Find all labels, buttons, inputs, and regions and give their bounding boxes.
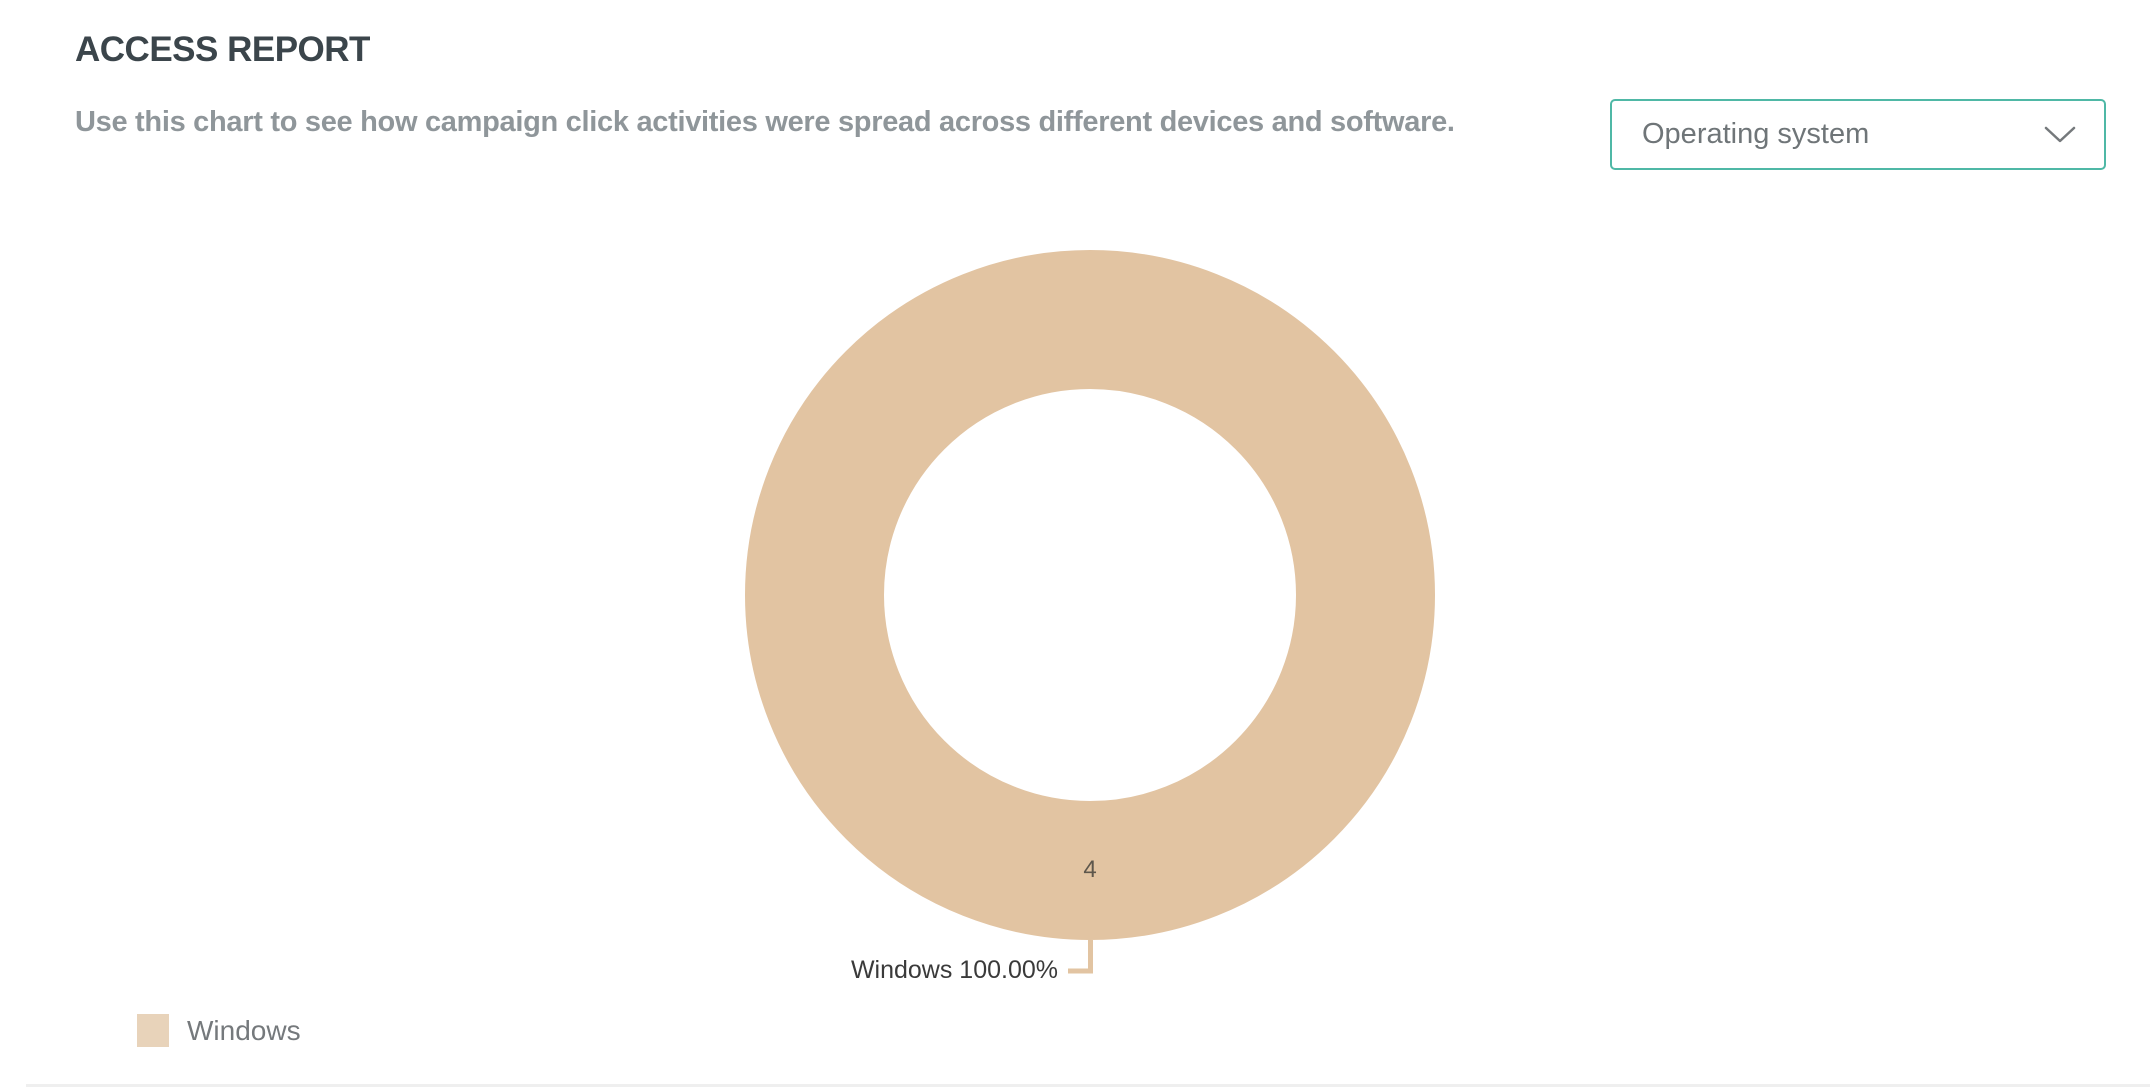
page-subtitle: Use this chart to see how campaign click… [75,106,1455,138]
slice-callout-label: Windows 100.00% [850,956,1058,984]
donut-slice-windows[interactable] [745,250,1435,940]
slice-value-label: 4 [1083,856,1097,883]
chart-legend-item-windows[interactable]: Windows [137,1014,301,1047]
legend-label-windows: Windows [187,1014,301,1046]
chart-dimension-dropdown[interactable]: Operating system [1610,99,2106,170]
chevron-down-icon [2044,126,2076,142]
page-title: ACCESS REPORT [75,30,370,69]
callout-connector-line [1068,940,1093,974]
legend-swatch-windows [137,1014,169,1047]
bottom-divider [26,1084,2150,1087]
dropdown-selected-value: Operating system [1642,118,1870,150]
